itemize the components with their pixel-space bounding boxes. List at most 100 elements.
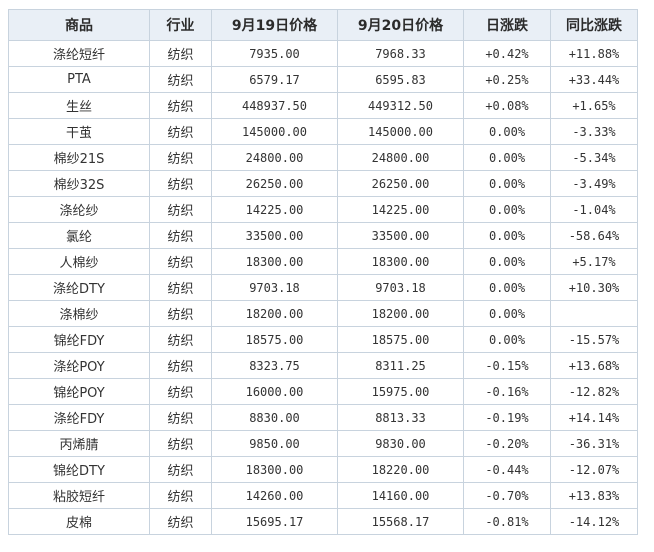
table-row: 粘胶短纤 纺织 14260.00 14160.00 -0.70% +13.83% xyxy=(8,482,638,509)
price-sep19-cell: 14260.00 xyxy=(211,482,338,509)
price-sep20-cell: 24800.00 xyxy=(337,144,464,171)
yoy-change-cell: +1.65% xyxy=(550,92,638,119)
price-sep19-cell: 26250.00 xyxy=(211,170,338,197)
price-sep20-cell: 26250.00 xyxy=(337,170,464,197)
price-sep19-cell: 6579.17 xyxy=(211,66,338,93)
industry-cell: 纺织 xyxy=(149,66,212,93)
industry-cell: 纺织 xyxy=(149,92,212,119)
yoy-change-cell: -12.82% xyxy=(550,378,638,405)
industry-cell: 纺织 xyxy=(149,118,212,145)
table-row: 涤纶DTY 纺织 9703.18 9703.18 0.00% +10.30% xyxy=(8,274,638,301)
table-row: 涤纶FDY 纺织 8830.00 8813.33 -0.19% +14.14% xyxy=(8,404,638,431)
product-cell[interactable]: 干茧 xyxy=(8,118,150,145)
product-cell[interactable]: 涤纶POY xyxy=(8,352,150,379)
header-price-sep20: 9月20日价格 xyxy=(337,9,464,41)
yoy-change-cell: +10.30% xyxy=(550,274,638,301)
yoy-change-cell: -3.49% xyxy=(550,170,638,197)
price-sep19-cell: 24800.00 xyxy=(211,144,338,171)
price-sep19-cell: 145000.00 xyxy=(211,118,338,145)
table-row: 锦纶FDY 纺织 18575.00 18575.00 0.00% -15.57% xyxy=(8,326,638,353)
table-row: 干茧 纺织 145000.00 145000.00 0.00% -3.33% xyxy=(8,118,638,145)
table-row: 人棉纱 纺织 18300.00 18300.00 0.00% +5.17% xyxy=(8,248,638,275)
daily-change-cell: 0.00% xyxy=(463,170,551,197)
industry-cell: 纺织 xyxy=(149,170,212,197)
product-cell: 涤棉纱 xyxy=(8,300,150,327)
table-row: PTA 纺织 6579.17 6595.83 +0.25% +33.44% xyxy=(8,66,638,93)
price-sep20-cell: 7968.33 xyxy=(337,40,464,67)
table-header: 商品 行业 9月19日价格 9月20日价格 日涨跌 同比涨跌 xyxy=(8,9,638,41)
table-row: 涤棉纱 纺织 18200.00 18200.00 0.00% xyxy=(8,300,638,327)
product-cell[interactable]: 丙烯腈 xyxy=(8,430,150,457)
price-sep20-cell: 18575.00 xyxy=(337,326,464,353)
daily-change-cell: 0.00% xyxy=(463,326,551,353)
table-row: 涤纶POY 纺织 8323.75 8311.25 -0.15% +13.68% xyxy=(8,352,638,379)
price-sep19-cell: 18575.00 xyxy=(211,326,338,353)
product-cell[interactable]: 锦纶FDY xyxy=(8,326,150,353)
header-row: 商品 行业 9月19日价格 9月20日价格 日涨跌 同比涨跌 xyxy=(8,9,638,41)
table-row: 氯纶 纺织 33500.00 33500.00 0.00% -58.64% xyxy=(8,222,638,249)
industry-cell: 纺织 xyxy=(149,196,212,223)
yoy-change-cell: +13.83% xyxy=(550,482,638,509)
price-sep20-cell: 9830.00 xyxy=(337,430,464,457)
price-sep19-cell: 14225.00 xyxy=(211,196,338,223)
daily-change-cell: 0.00% xyxy=(463,248,551,275)
table-row: 生丝 纺织 448937.50 449312.50 +0.08% +1.65% xyxy=(8,92,638,119)
daily-change-cell: -0.20% xyxy=(463,430,551,457)
product-cell[interactable]: 涤纶纱 xyxy=(8,196,150,223)
industry-cell: 纺织 xyxy=(149,430,212,457)
yoy-change-cell: -58.64% xyxy=(550,222,638,249)
price-sep20-cell: 18300.00 xyxy=(337,248,464,275)
yoy-change-cell: -14.12% xyxy=(550,508,638,535)
yoy-change-cell: -3.33% xyxy=(550,118,638,145)
yoy-change-cell xyxy=(550,300,638,327)
table-row: 丙烯腈 纺织 9850.00 9830.00 -0.20% -36.31% xyxy=(8,430,638,457)
price-sep20-cell: 18200.00 xyxy=(337,300,464,327)
daily-change-cell: -0.15% xyxy=(463,352,551,379)
yoy-change-cell: -12.07% xyxy=(550,456,638,483)
industry-cell: 纺织 xyxy=(149,248,212,275)
product-cell[interactable]: 氯纶 xyxy=(8,222,150,249)
daily-change-cell: +0.08% xyxy=(463,92,551,119)
industry-cell: 纺织 xyxy=(149,300,212,327)
product-cell[interactable]: 锦纶DTY xyxy=(8,456,150,483)
daily-change-cell: 0.00% xyxy=(463,222,551,249)
price-sep20-cell: 18220.00 xyxy=(337,456,464,483)
price-sep19-cell: 18300.00 xyxy=(211,456,338,483)
product-cell[interactable]: 人棉纱 xyxy=(8,248,150,275)
product-cell[interactable]: 涤纶DTY xyxy=(8,274,150,301)
product-cell: 皮棉 xyxy=(8,508,150,535)
industry-cell: 纺织 xyxy=(149,144,212,171)
header-daily-change: 日涨跌 xyxy=(463,9,551,41)
industry-cell: 纺织 xyxy=(149,378,212,405)
table-row: 涤纶纱 纺织 14225.00 14225.00 0.00% -1.04% xyxy=(8,196,638,223)
product-cell[interactable]: 涤纶FDY xyxy=(8,404,150,431)
yoy-change-cell: +5.17% xyxy=(550,248,638,275)
header-yoy-change: 同比涨跌 xyxy=(550,9,638,41)
daily-change-cell: 0.00% xyxy=(463,196,551,223)
product-cell[interactable]: 锦纶POY xyxy=(8,378,150,405)
header-price-sep19: 9月19日价格 xyxy=(211,9,338,41)
daily-change-cell: 0.00% xyxy=(463,144,551,171)
price-sep19-cell: 18200.00 xyxy=(211,300,338,327)
yoy-change-cell: -1.04% xyxy=(550,196,638,223)
product-cell[interactable]: 粘胶短纤 xyxy=(8,482,150,509)
daily-change-cell: -0.16% xyxy=(463,378,551,405)
product-cell[interactable]: 棉纱21S xyxy=(8,144,150,171)
industry-cell: 纺织 xyxy=(149,482,212,509)
price-sep20-cell: 15568.17 xyxy=(337,508,464,535)
industry-cell: 纺织 xyxy=(149,404,212,431)
daily-change-cell: -0.81% xyxy=(463,508,551,535)
daily-change-cell: -0.44% xyxy=(463,456,551,483)
price-sep20-cell: 449312.50 xyxy=(337,92,464,119)
product-cell[interactable]: 涤纶短纤 xyxy=(8,40,150,67)
industry-cell: 纺织 xyxy=(149,222,212,249)
header-product: 商品 xyxy=(8,9,150,41)
table-row: 锦纶POY 纺织 16000.00 15975.00 -0.16% -12.82% xyxy=(8,378,638,405)
industry-cell: 纺织 xyxy=(149,508,212,535)
table-row: 涤纶短纤 纺织 7935.00 7968.33 +0.42% +11.88% xyxy=(8,40,638,67)
price-sep19-cell: 8323.75 xyxy=(211,352,338,379)
yoy-change-cell: -5.34% xyxy=(550,144,638,171)
daily-change-cell: +0.25% xyxy=(463,66,551,93)
table-row: 棉纱21S 纺织 24800.00 24800.00 0.00% -5.34% xyxy=(8,144,638,171)
daily-change-cell: 0.00% xyxy=(463,274,551,301)
